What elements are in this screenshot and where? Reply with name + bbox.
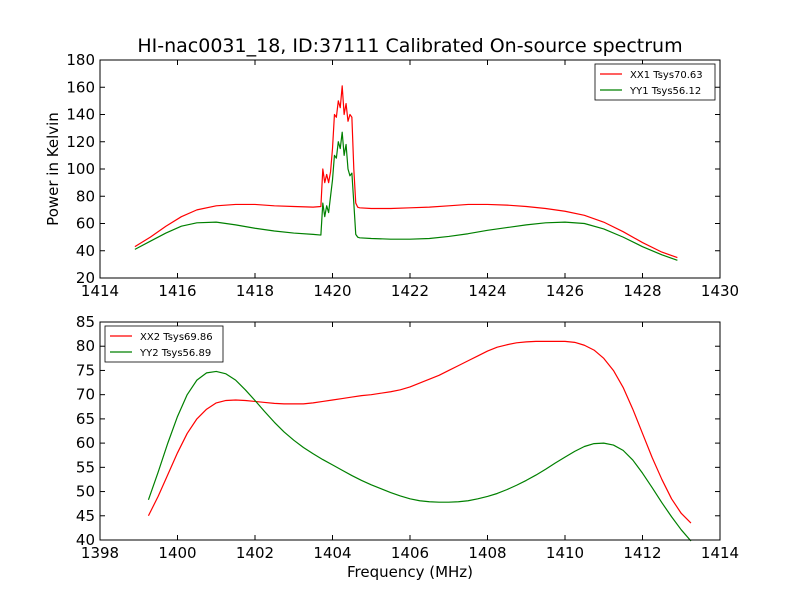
y-tick-label: 180 xyxy=(66,51,95,69)
x-tick-label: 1428 xyxy=(623,282,661,300)
x-tick-label: 1404 xyxy=(313,544,351,562)
legend-top: XX1 Tsys70.63 YY1 Tsys56.12 xyxy=(594,63,716,101)
x-tick-label: 1422 xyxy=(391,282,429,300)
y-tick-label: 85 xyxy=(76,313,95,331)
legend-label-xx1: XX1 Tsys70.63 xyxy=(630,70,703,81)
x-tick-label: 1400 xyxy=(158,544,196,562)
legend-label-yy1: YY1 Tsys56.12 xyxy=(629,86,701,97)
x-axis-label: Frequency (MHz) xyxy=(347,563,473,581)
y-tick-label: 80 xyxy=(76,337,95,355)
y-tick-label: 120 xyxy=(66,133,95,151)
x-tick-label: 1420 xyxy=(313,282,351,300)
chart-title: HI-nac0031_18, ID:37111 Calibrated On-so… xyxy=(137,35,682,57)
y-tick-label: 65 xyxy=(76,410,95,428)
y-tick-label: 160 xyxy=(66,78,95,96)
x-tick-label: 1412 xyxy=(623,544,661,562)
y-tick-label: 75 xyxy=(76,361,95,379)
x-tick-label: 1430 xyxy=(701,282,739,300)
x-tick-label: 1424 xyxy=(468,282,506,300)
series-line-2-1 xyxy=(147,340,692,524)
legend-label-xx2: XX2 Tsys69.86 xyxy=(140,332,213,343)
legend-label-yy2: YY2 Tsys56.89 xyxy=(139,348,211,359)
series-line-1-2 xyxy=(134,131,678,261)
y-tick-label: 80 xyxy=(76,187,95,205)
y-tick-label: 45 xyxy=(76,507,95,525)
y-tick-label: 20 xyxy=(76,269,95,287)
top-series-lines xyxy=(134,85,678,261)
x-tick-label: 1406 xyxy=(391,544,429,562)
x-tick-label: 1410 xyxy=(546,544,584,562)
plot-frame-bottom xyxy=(99,321,721,541)
x-tick-label: 1414 xyxy=(81,282,119,300)
top-spectrum-panel: HI-nac0031_18, ID:37111 Calibrated On-so… xyxy=(44,35,739,300)
legend-box-top xyxy=(594,63,716,101)
x-tick-label: 1416 xyxy=(158,282,196,300)
series-line-2-2 xyxy=(147,370,692,542)
bottom-spectrum-panel: 1398 1400 1402 1404 1406 1408 1410 1412 1414 40 4… xyxy=(76,313,739,581)
top-x-ticks: 1414 1416 1418 1420 1422 1424 1426 1428 1430 xyxy=(81,60,739,300)
series-line-1-1 xyxy=(134,85,678,259)
y-tick-label: 100 xyxy=(66,160,95,178)
bottom-x-ticks: 1398 1400 1402 1404 1406 1408 1410 1412 1414 xyxy=(81,322,739,562)
bottom-series-lines xyxy=(147,340,692,542)
y-tick-label: 55 xyxy=(76,458,95,476)
legend-box-bottom xyxy=(104,325,224,363)
x-tick-label: 1398 xyxy=(81,544,119,562)
y-tick-label: 140 xyxy=(66,106,95,124)
y-tick-label: 50 xyxy=(76,483,95,501)
y-tick-label: 40 xyxy=(76,242,95,260)
y-tick-label: 60 xyxy=(76,434,95,452)
x-tick-label: 1426 xyxy=(546,282,584,300)
x-tick-label: 1402 xyxy=(236,544,274,562)
y-tick-label: 70 xyxy=(76,386,95,404)
y-axis-label: Power in Kelvin xyxy=(44,112,62,226)
legend-bottom: XX2 Tsys69.86 YY2 Tsys56.89 xyxy=(104,325,224,363)
x-tick-label: 1414 xyxy=(701,544,739,562)
x-tick-label: 1408 xyxy=(468,544,506,562)
x-tick-label: 1418 xyxy=(236,282,274,300)
y-tick-label: 40 xyxy=(76,531,95,549)
plot-frame-top xyxy=(99,59,721,279)
y-tick-label: 60 xyxy=(76,215,95,233)
top-y-ticks: 20 40 60 80 100 120 140 160 180 xyxy=(66,51,720,287)
